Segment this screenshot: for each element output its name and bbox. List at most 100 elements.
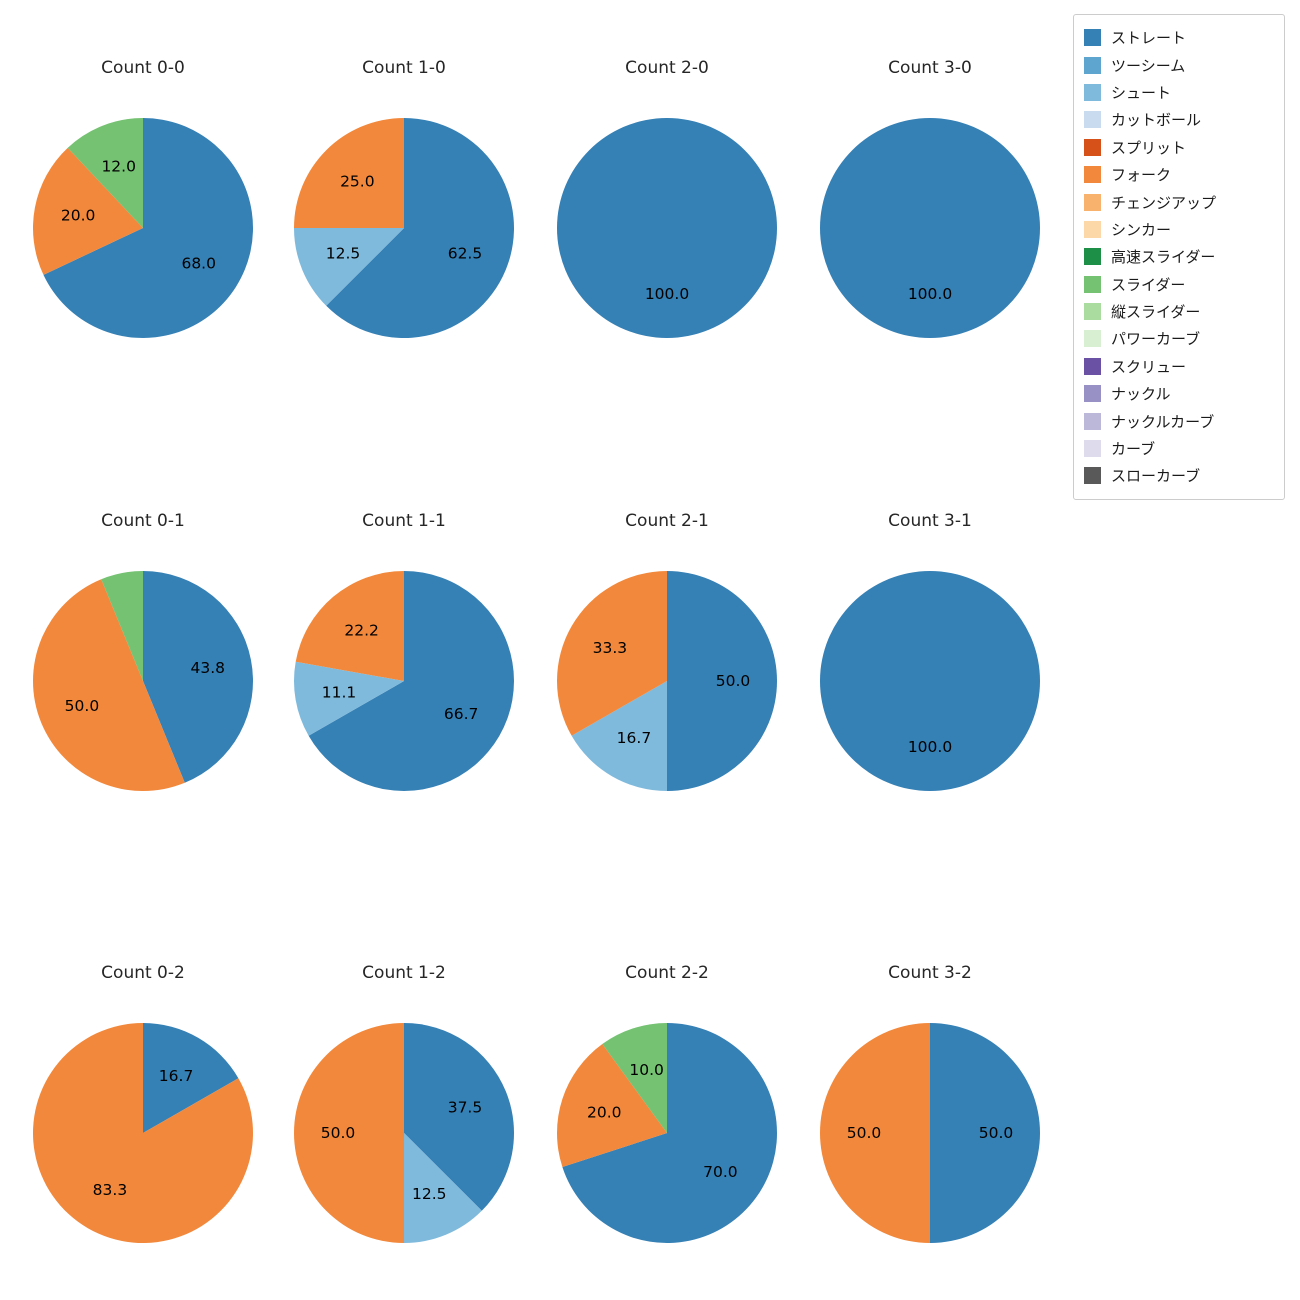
pie-slice xyxy=(557,118,777,338)
pie-slice xyxy=(930,1023,1040,1243)
pie-slice-label: 33.3 xyxy=(593,639,628,657)
pie-chart: 62.5 12.5 25.0 xyxy=(294,118,514,338)
legend-label: カーブ xyxy=(1111,440,1156,459)
legend-item: スクリュー xyxy=(1084,353,1274,380)
legend-item: ナックルカーブ xyxy=(1084,407,1274,434)
legend-label: ナックルカーブ xyxy=(1111,412,1215,431)
legend-label: スクリュー xyxy=(1111,357,1187,376)
pie-slice xyxy=(557,1044,667,1167)
legend-item: ナックル xyxy=(1084,380,1274,407)
legend-item: カーブ xyxy=(1084,435,1274,462)
pie-chart: 50.0 16.7 33.3 xyxy=(557,571,777,791)
pie-chart: 70.0 20.0 10.0 xyxy=(557,1023,777,1243)
pie-chart: 16.7 83.3 xyxy=(33,1023,253,1243)
chart-title: Count 1-0 xyxy=(362,58,446,78)
chart-title: Count 0-1 xyxy=(101,511,185,531)
chart-title: Count 1-1 xyxy=(362,511,446,531)
legend-label: カットボール xyxy=(1111,111,1202,130)
pie-slice-label: 12.0 xyxy=(101,158,136,176)
pie-slice xyxy=(667,571,777,791)
legend-item: ストレート xyxy=(1084,24,1274,51)
legend-item: スプリット xyxy=(1084,134,1274,161)
legend-label: スライダー xyxy=(1111,275,1186,294)
pie-slice xyxy=(562,1023,777,1243)
legend-swatch-icon xyxy=(1084,467,1101,485)
pitch-type-legend: ストレートツーシームシュートカットボールスプリットフォークチェンジアップシンカー… xyxy=(1073,14,1285,500)
pie-slice xyxy=(820,1023,930,1243)
legend-item: スライダー xyxy=(1084,271,1274,298)
pie-chart: 100.0 xyxy=(820,571,1040,791)
pie-slice-label: 37.5 xyxy=(448,1099,483,1117)
pie-slice-label: 62.5 xyxy=(448,244,483,262)
legend-swatch-icon xyxy=(1084,275,1101,293)
legend-swatch-icon xyxy=(1084,193,1101,211)
pie-slice xyxy=(143,1023,239,1133)
legend-swatch-icon xyxy=(1084,83,1101,101)
legend-item: シュート xyxy=(1084,79,1274,106)
pie-slice xyxy=(101,571,143,681)
pie-chart: 68.0 20.0 12.0 xyxy=(33,118,254,338)
pie-slice xyxy=(308,571,514,791)
legend-swatch-icon xyxy=(1084,166,1101,184)
legend-swatch-icon xyxy=(1084,330,1101,348)
pie-slice xyxy=(294,118,404,228)
legend-swatch-icon xyxy=(1084,385,1101,403)
pie-slice-label: 22.2 xyxy=(344,621,379,639)
legend-item: フォーク xyxy=(1084,161,1274,188)
pie-chart: 37.5 12.5 50.0 xyxy=(294,1023,514,1243)
pie-chart: 100.0 xyxy=(557,118,777,338)
pie-slice-label: 70.0 xyxy=(703,1163,738,1181)
pie-slice-label: 50.0 xyxy=(979,1124,1014,1142)
pie-chart: 50.0 50.0 xyxy=(820,1023,1040,1243)
legend-swatch-icon xyxy=(1084,29,1101,47)
legend-label: ツーシーム xyxy=(1111,56,1186,75)
legend-label: 縦スライダー xyxy=(1111,303,1201,322)
pie-slice-label: 100.0 xyxy=(908,738,952,756)
legend-label: 高速スライダー xyxy=(1111,248,1216,267)
pie-slice xyxy=(294,228,404,306)
legend-item: シンカー xyxy=(1084,216,1274,243)
legend-label: スローカーブ xyxy=(1111,467,1201,486)
pie-slice xyxy=(404,1023,514,1211)
legend-swatch-icon xyxy=(1084,138,1101,156)
legend-item: 縦スライダー xyxy=(1084,298,1274,325)
legend-swatch-icon xyxy=(1084,220,1101,238)
chart-title: Count 2-0 xyxy=(625,58,709,78)
chart-title: Count 1-2 xyxy=(362,963,446,983)
legend-item: パワーカーブ xyxy=(1084,325,1274,352)
legend-label: シュート xyxy=(1111,83,1172,102)
pie-slice xyxy=(67,118,143,228)
legend-item: ツーシーム xyxy=(1084,51,1274,78)
pie-slice-label: 10.0 xyxy=(629,1061,664,1079)
pie-slice-label: 11.1 xyxy=(322,683,357,701)
pie-slice xyxy=(602,1023,667,1133)
pie-slice xyxy=(557,571,667,736)
pie-slice xyxy=(295,571,404,681)
legend-swatch-icon xyxy=(1084,111,1101,129)
pie-slice-label: 12.5 xyxy=(412,1185,447,1203)
pie-slice-label: 50.0 xyxy=(321,1124,356,1142)
pie-slice xyxy=(326,118,514,338)
pie-slice xyxy=(294,1023,404,1243)
pie-slice xyxy=(571,681,667,791)
legend-item: 高速スライダー xyxy=(1084,243,1274,270)
chart-title: Count 2-2 xyxy=(625,963,709,983)
legend-item: スローカーブ xyxy=(1084,462,1274,489)
pie-slice-label: 25.0 xyxy=(340,172,375,190)
pie-chart: 100.0 xyxy=(820,118,1040,338)
legend-swatch-icon xyxy=(1084,303,1101,321)
legend-swatch-icon xyxy=(1084,248,1101,266)
legend-swatch-icon xyxy=(1084,357,1101,375)
pie-slice-label: 16.7 xyxy=(159,1067,194,1085)
pie-slice xyxy=(33,147,143,275)
pie-slice-label: 100.0 xyxy=(908,285,952,303)
pie-slice-label: 20.0 xyxy=(587,1104,622,1122)
legend-label: フォーク xyxy=(1111,166,1172,185)
pie-slice-label: 50.0 xyxy=(716,672,751,690)
chart-title: Count 0-2 xyxy=(101,963,185,983)
legend-label: チェンジアップ xyxy=(1111,193,1217,212)
legend-label: パワーカーブ xyxy=(1111,330,1201,349)
pie-chart: 43.8 50.0 xyxy=(33,571,253,791)
chart-title: Count 3-1 xyxy=(888,511,972,531)
pie-slice xyxy=(294,661,404,736)
